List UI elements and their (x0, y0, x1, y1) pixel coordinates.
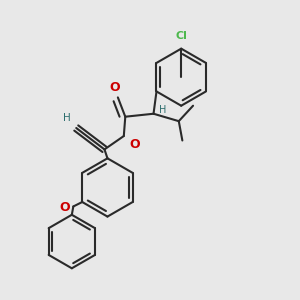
Text: Cl: Cl (175, 31, 187, 41)
Text: O: O (109, 81, 120, 94)
Text: O: O (60, 201, 70, 214)
Text: H: H (63, 113, 71, 123)
Text: H: H (159, 105, 166, 115)
Text: O: O (129, 138, 140, 152)
